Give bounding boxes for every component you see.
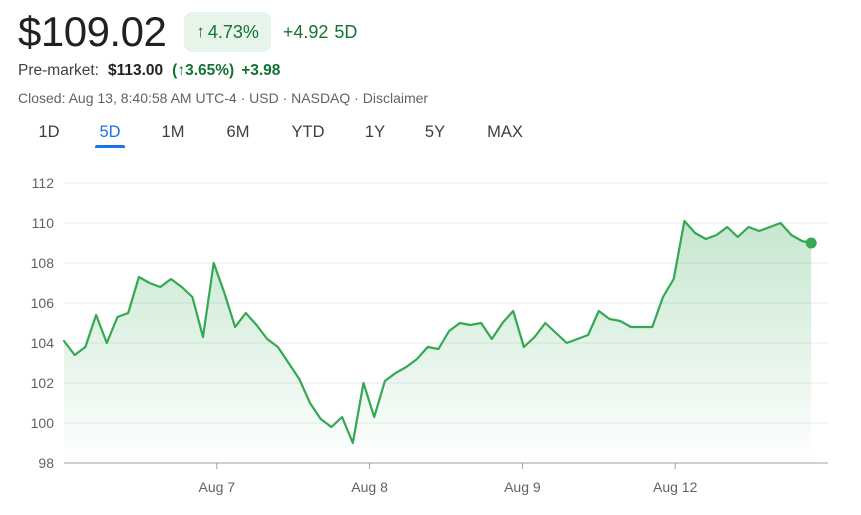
y-tick-label: 112 [32, 175, 55, 191]
y-tick-label: 104 [31, 335, 55, 351]
tab-5y[interactable]: 5Y [424, 123, 446, 141]
current-price: $109.02 [18, 8, 167, 55]
tab-1d[interactable]: 1D [38, 123, 60, 141]
absolute-change: +4.92 5D [283, 22, 358, 43]
absolute-change-value: +4.92 [282, 21, 329, 42]
tab-6m[interactable]: 6M [226, 123, 250, 141]
disclaimer-link[interactable]: Disclaimer [362, 90, 429, 106]
exchange: NASDAQ [291, 90, 351, 106]
market-status-line: Closed: Aug 13, 8:40:58 AM UTC-4 · USD ·… [18, 90, 428, 106]
price-chart-svg[interactable]: 98 100 102 104 106 108 110 112 Aug 7 Aug 8 Aug 9 Au… [0, 160, 861, 510]
y-tick-label: 98 [38, 455, 54, 471]
y-tick-label: 100 [31, 415, 55, 431]
price-chart[interactable]: 98 100 102 104 106 108 110 112 Aug 7 Aug 8 Aug 9 Au… [0, 160, 861, 510]
x-tick-label: Aug 7 [199, 479, 236, 495]
premarket-line: Pre-market: $113.00 (↑3.65%) +3.98 [18, 62, 280, 80]
separator: · [350, 90, 363, 106]
price-line [62, 219, 813, 445]
arrow-up-icon: ↑ [196, 22, 205, 41]
tab-ytd[interactable]: YTD [291, 123, 325, 141]
percent-change-value: 4.73% [207, 21, 259, 42]
x-tick-label: Aug 12 [653, 479, 698, 495]
separator: · [278, 90, 292, 106]
y-tick-label: 110 [32, 215, 55, 231]
closed-timestamp: Closed: Aug 13, 8:40:58 AM UTC-4 [18, 90, 237, 106]
x-tick-label: Aug 8 [351, 479, 388, 495]
y-tick-label: 106 [31, 295, 55, 311]
premarket-label: Pre-market: [18, 62, 99, 79]
change-period: 5D [334, 21, 358, 42]
premarket-price: $113.00 [107, 62, 164, 79]
premarket-change: +3.98 [241, 62, 281, 79]
tab-5d[interactable]: 5D [95, 120, 125, 148]
y-tick-label: 102 [31, 375, 55, 391]
last-price-dot [805, 237, 817, 249]
x-tick-label: Aug 9 [504, 479, 541, 495]
premarket-percent: (↑3.65%) [172, 62, 235, 79]
currency: USD [249, 90, 279, 106]
tab-max[interactable]: MAX [487, 123, 523, 141]
y-tick-label: 108 [31, 255, 55, 271]
price-area-fill [64, 221, 812, 463]
separator: · [236, 90, 250, 106]
tab-1m[interactable]: 1M [161, 123, 185, 141]
percent-change-badge: ↑ 4.73% [184, 12, 271, 52]
tab-1y[interactable]: 1Y [364, 123, 386, 141]
quote-header: $109.02 ↑ 4.73% +4.92 5D [18, 8, 357, 56]
